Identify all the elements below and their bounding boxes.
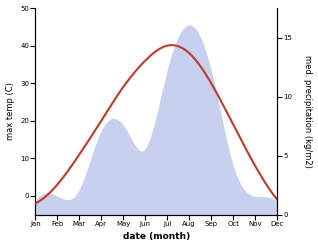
Y-axis label: med. precipitation (kg/m2): med. precipitation (kg/m2) — [303, 55, 313, 168]
X-axis label: date (month): date (month) — [123, 232, 190, 242]
Y-axis label: max temp (C): max temp (C) — [5, 82, 15, 140]
